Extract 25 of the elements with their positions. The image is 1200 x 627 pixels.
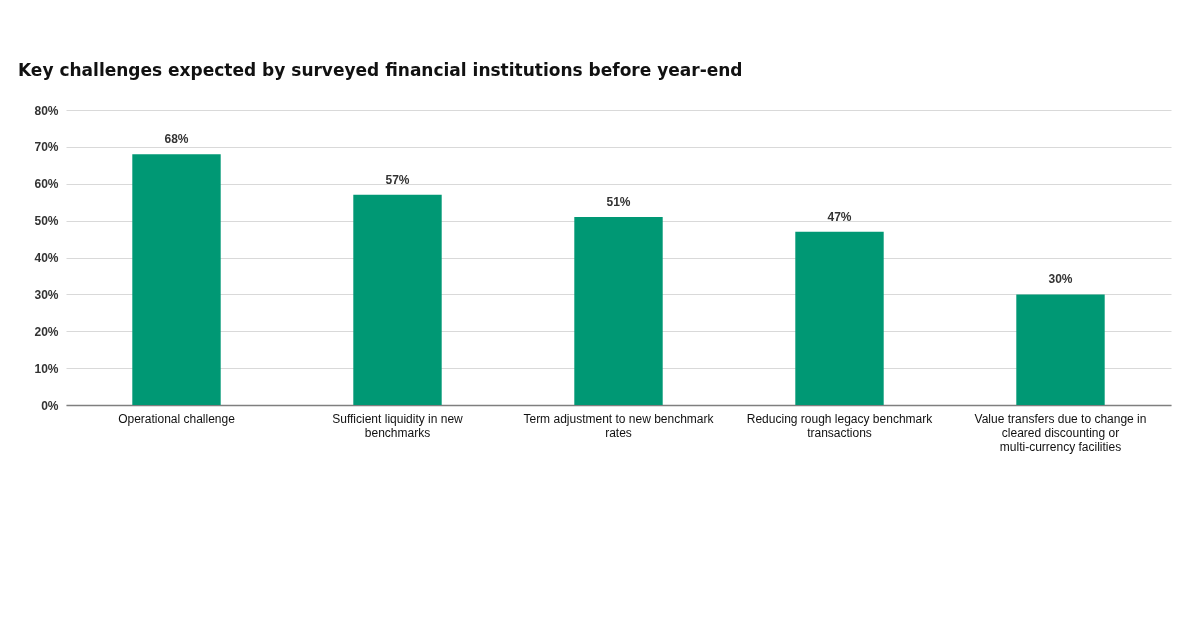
- y-tick-label: 40%: [34, 251, 59, 265]
- bar: [353, 194, 442, 405]
- x-tick-label: Reducing rough legacy benchmark transactions: [746, 411, 934, 440]
- data-label: 57%: [385, 172, 410, 187]
- y-tick-label: 80%: [34, 103, 59, 118]
- data-label: 47%: [827, 209, 852, 224]
- bar: [795, 231, 884, 405]
- y-tick-label: 60%: [34, 177, 59, 192]
- bar: [1016, 294, 1105, 405]
- y-tick-label: 20%: [34, 324, 59, 339]
- y-tick-label: 50%: [34, 214, 59, 229]
- x-tick-label: Operational challenge: [118, 411, 236, 426]
- y-tick-label: 0%: [41, 398, 59, 413]
- y-tick-label: 30%: [34, 287, 59, 302]
- bar: [574, 216, 663, 405]
- y-tick-label: 70%: [34, 140, 59, 155]
- chart-title: Key challenges expected by surveyed financial institutions before year-end: [18, 60, 743, 80]
- bar: [132, 154, 221, 405]
- data-label: 30%: [1048, 272, 1073, 287]
- x-tick-label: Term adjustment to new benchmark rates: [523, 411, 715, 440]
- y-tick-label: 10%: [34, 361, 59, 376]
- x-tick-label: Value transfers due to change in cleared discounting or multi-currency facilities: [974, 411, 1147, 454]
- x-tick-label: Sufficient liquidity in new benchmarks: [332, 411, 464, 440]
- data-label: 51%: [606, 194, 631, 209]
- data-label: 68%: [164, 132, 189, 147]
